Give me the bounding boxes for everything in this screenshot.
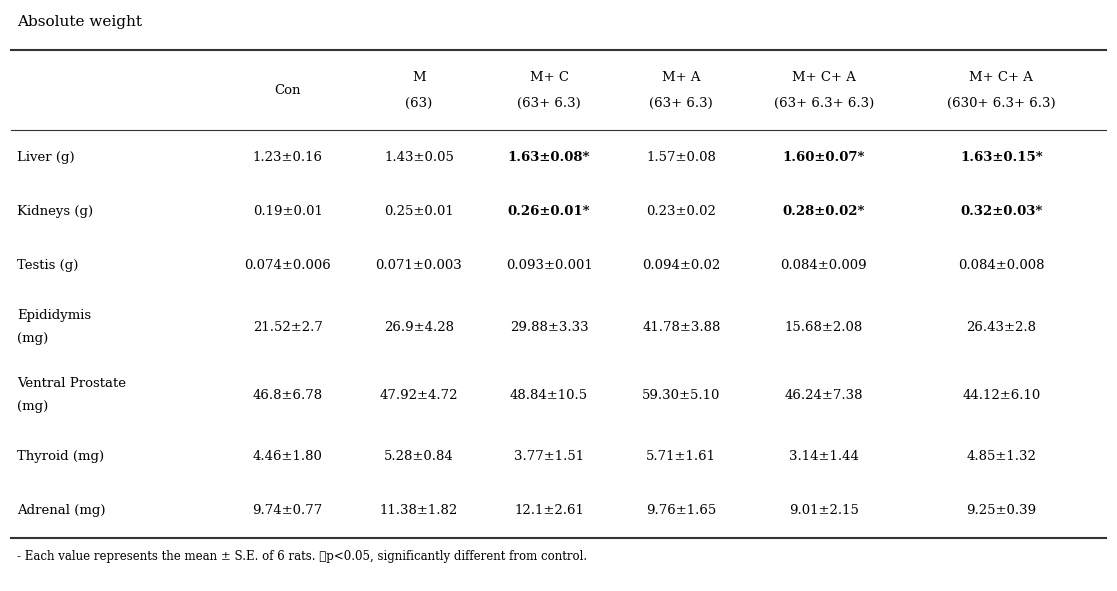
Text: 4.85±1.32: 4.85±1.32 [966,450,1037,463]
Text: M: M [412,71,426,83]
Text: Epididymis: Epididymis [17,309,90,322]
Text: (mg): (mg) [17,401,48,413]
Text: Kidneys (g): Kidneys (g) [17,205,93,218]
Text: 46.8±6.78: 46.8±6.78 [252,389,323,401]
Text: 12.1±2.61: 12.1±2.61 [514,504,584,517]
Text: 59.30±5.10: 59.30±5.10 [642,389,720,401]
Text: M+ C+ A: M+ C+ A [970,71,1033,83]
Text: (63): (63) [405,97,432,109]
Text: 47.92±4.72: 47.92±4.72 [380,389,458,401]
Text: 11.38±1.82: 11.38±1.82 [380,504,458,517]
Text: 26.9±4.28: 26.9±4.28 [384,321,454,333]
Text: 0.32±0.03*: 0.32±0.03* [961,205,1042,218]
Text: 0.19±0.01: 0.19±0.01 [252,205,323,218]
Text: 0.094±0.02: 0.094±0.02 [642,259,720,272]
Text: (mg): (mg) [17,333,48,345]
Text: 9.76±1.65: 9.76±1.65 [647,504,716,517]
Text: 15.68±2.08: 15.68±2.08 [784,321,863,333]
Text: (63+ 6.3): (63+ 6.3) [517,97,581,109]
Text: M+ C+ A: M+ C+ A [792,71,856,83]
Text: 1.23±0.16: 1.23±0.16 [252,151,323,164]
Text: M+ C: M+ C [529,71,569,83]
Text: Ventral Prostate: Ventral Prostate [17,377,126,389]
Text: 26.43±2.8: 26.43±2.8 [966,321,1037,333]
Text: 29.88±3.33: 29.88±3.33 [509,321,589,333]
Text: Adrenal (mg): Adrenal (mg) [17,504,105,517]
Text: 5.71±1.61: 5.71±1.61 [647,450,716,463]
Text: 0.28±0.02*: 0.28±0.02* [783,205,865,218]
Text: 0.084±0.008: 0.084±0.008 [958,259,1044,272]
Text: (630+ 6.3+ 6.3): (630+ 6.3+ 6.3) [947,97,1056,109]
Text: 1.63±0.15*: 1.63±0.15* [960,151,1043,164]
Text: 9.25±0.39: 9.25±0.39 [966,504,1037,517]
Text: 0.23±0.02: 0.23±0.02 [647,205,716,218]
Text: 9.01±2.15: 9.01±2.15 [789,504,859,517]
Text: M+ A: M+ A [662,71,700,83]
Text: 48.84±10.5: 48.84±10.5 [510,389,588,401]
Text: 0.26±0.01*: 0.26±0.01* [508,205,590,218]
Text: 21.52±2.7: 21.52±2.7 [252,321,323,333]
Text: 0.093±0.001: 0.093±0.001 [506,259,592,272]
Text: Absolute weight: Absolute weight [17,15,142,29]
Text: Testis (g): Testis (g) [17,259,78,272]
Text: - Each value represents the mean ± S.E. of 6 rats. ⋆p<0.05, significantly differ: - Each value represents the mean ± S.E. … [17,550,586,563]
Text: 0.074±0.006: 0.074±0.006 [245,259,331,272]
Text: 3.77±1.51: 3.77±1.51 [514,450,584,463]
Text: 4.46±1.80: 4.46±1.80 [252,450,323,463]
Text: 1.63±0.08*: 1.63±0.08* [508,151,590,164]
Text: Liver (g): Liver (g) [17,151,75,164]
Text: 41.78±3.88: 41.78±3.88 [642,321,720,333]
Text: 1.43±0.05: 1.43±0.05 [384,151,454,164]
Text: 46.24±7.38: 46.24±7.38 [784,389,863,401]
Text: 0.071±0.003: 0.071±0.003 [375,259,462,272]
Text: 1.60±0.07*: 1.60±0.07* [783,151,865,164]
Text: 0.25±0.01: 0.25±0.01 [384,205,454,218]
Text: Con: Con [275,84,300,96]
Text: 3.14±1.44: 3.14±1.44 [789,450,859,463]
Text: 1.57±0.08: 1.57±0.08 [647,151,716,164]
Text: 0.084±0.009: 0.084±0.009 [781,259,867,272]
Text: Thyroid (mg): Thyroid (mg) [17,450,104,463]
Text: (63+ 6.3+ 6.3): (63+ 6.3+ 6.3) [774,97,873,109]
Text: 9.74±0.77: 9.74±0.77 [252,504,323,517]
Text: 44.12±6.10: 44.12±6.10 [962,389,1041,401]
Text: 5.28±0.84: 5.28±0.84 [384,450,454,463]
Text: (63+ 6.3): (63+ 6.3) [649,97,714,109]
